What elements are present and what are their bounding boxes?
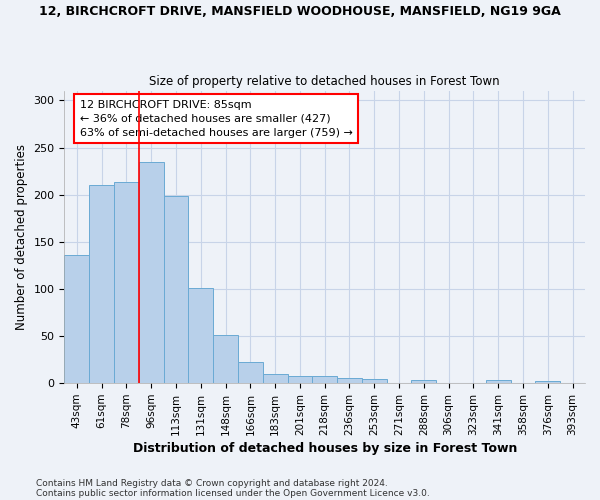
Text: 12 BIRCHCROFT DRIVE: 85sqm
← 36% of detached houses are smaller (427)
63% of sem: 12 BIRCHCROFT DRIVE: 85sqm ← 36% of deta… (80, 100, 353, 138)
Bar (188, 288, 213, 383)
Bar (238, 362, 263, 383)
Bar (89, 186, 114, 383)
Bar (486, 380, 511, 383)
Text: Contains HM Land Registry data © Crown copyright and database right 2024.: Contains HM Land Registry data © Crown c… (36, 478, 388, 488)
Bar (213, 335, 238, 383)
Text: 12, BIRCHCROFT DRIVE, MANSFIELD WOODHOUSE, MANSFIELD, NG19 9GA: 12, BIRCHCROFT DRIVE, MANSFIELD WOODHOUS… (39, 5, 561, 18)
Bar (287, 376, 313, 383)
Bar (362, 380, 386, 383)
Y-axis label: Number of detached properties: Number of detached properties (15, 144, 28, 330)
Bar (313, 376, 337, 383)
Bar (337, 378, 362, 383)
Bar (164, 196, 188, 383)
Title: Size of property relative to detached houses in Forest Town: Size of property relative to detached ho… (149, 76, 500, 88)
Bar (64, 255, 89, 383)
Bar (412, 380, 436, 383)
Bar (114, 182, 139, 383)
Text: Contains public sector information licensed under the Open Government Licence v3: Contains public sector information licen… (36, 488, 430, 498)
Bar (139, 162, 164, 383)
Bar (535, 382, 560, 383)
Bar (263, 374, 287, 383)
X-axis label: Distribution of detached houses by size in Forest Town: Distribution of detached houses by size … (133, 442, 517, 455)
